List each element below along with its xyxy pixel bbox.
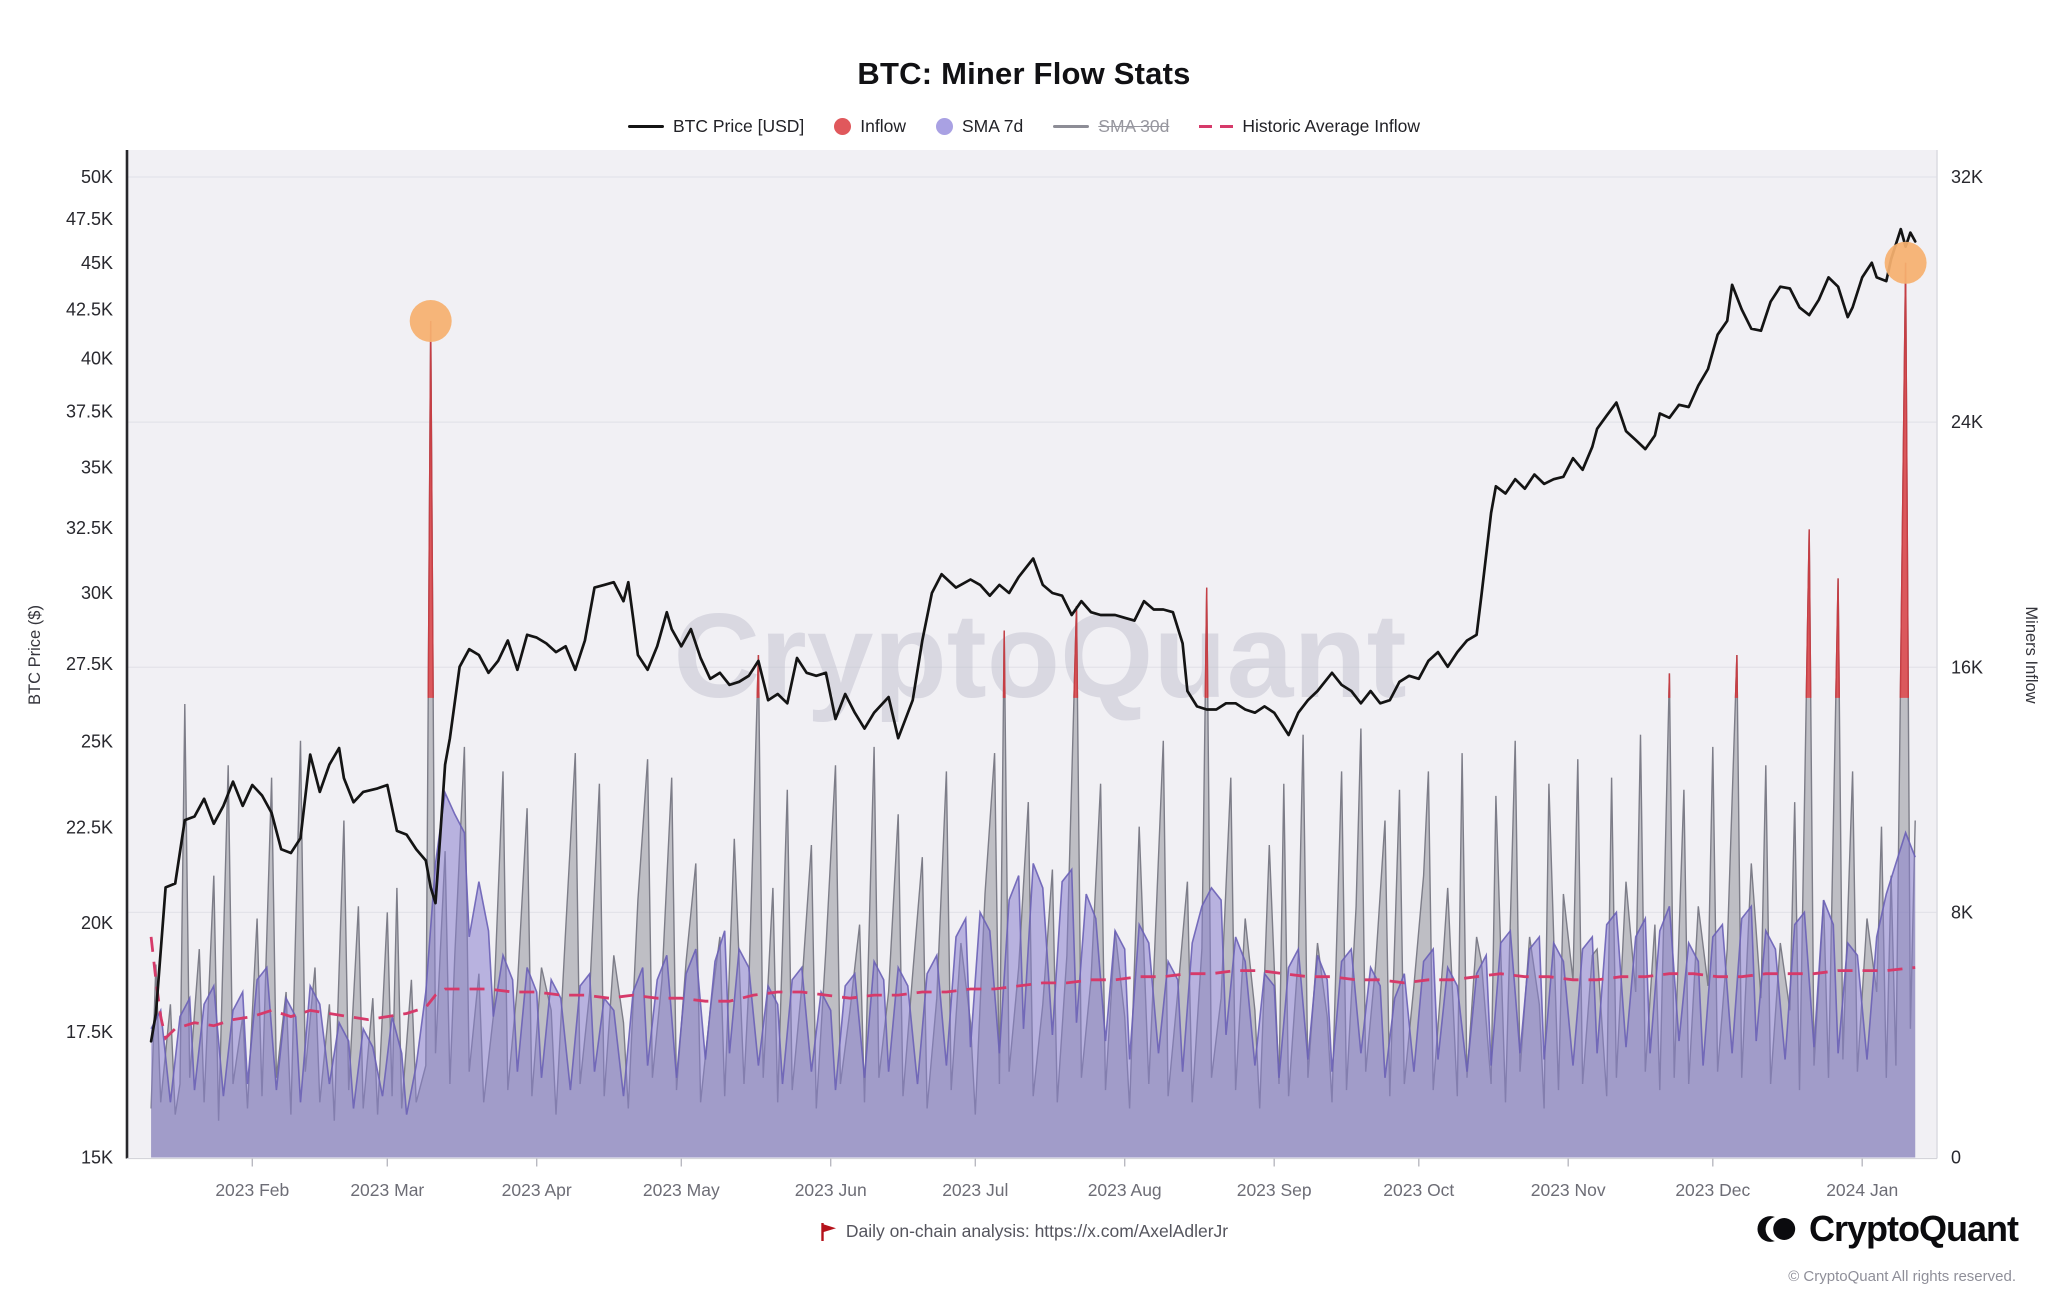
line-swatch-icon bbox=[1053, 125, 1090, 128]
legend-label: Historic Average Inflow bbox=[1242, 116, 1420, 136]
svg-text:2023 Apr: 2023 Apr bbox=[502, 1180, 572, 1200]
svg-text:24K: 24K bbox=[1951, 412, 1983, 432]
x-axis: 2023 Feb 2023 Mar 2023 Apr 2023 May 2023 Jun… bbox=[215, 1158, 1898, 1200]
svg-text:2023 Jul: 2023 Jul bbox=[942, 1180, 1008, 1200]
svg-text:27.5K: 27.5K bbox=[66, 654, 113, 674]
cryptoquant-brand: CryptoQuant bbox=[1757, 1208, 2019, 1250]
legend-item-historic-average[interactable]: Historic Average Inflow bbox=[1199, 116, 1420, 137]
svg-text:47.5K: 47.5K bbox=[66, 209, 113, 229]
svg-text:35K: 35K bbox=[81, 458, 113, 478]
dot-swatch-icon bbox=[935, 118, 953, 135]
svg-text:0: 0 bbox=[1951, 1148, 1961, 1168]
annotation-text: Daily on-chain analysis: https://x.com/A… bbox=[845, 1221, 1229, 1241]
svg-text:2023 Mar: 2023 Mar bbox=[350, 1180, 424, 1200]
svg-text:42.5K: 42.5K bbox=[66, 299, 113, 319]
legend-item-sma30d[interactable]: SMA 30d bbox=[1053, 116, 1169, 137]
left-axis-title: BTC Price ($) bbox=[26, 605, 44, 705]
watermark-text: CryptoQuant bbox=[673, 589, 1406, 723]
copyright-text: © CryptoQuant All rights reserved. bbox=[1788, 1268, 2016, 1285]
right-axis-labels: 32K 24K 16K 8K 0 bbox=[1951, 167, 1983, 1168]
svg-text:8K: 8K bbox=[1951, 902, 1973, 922]
legend-label: BTC Price [USD] bbox=[672, 116, 805, 136]
svg-text:22.5K: 22.5K bbox=[66, 817, 113, 837]
svg-text:2023 Oct: 2023 Oct bbox=[1383, 1180, 1454, 1200]
svg-text:2023 Nov: 2023 Nov bbox=[1531, 1180, 1606, 1200]
brand-name: CryptoQuant bbox=[1809, 1208, 2019, 1249]
svg-text:15K: 15K bbox=[81, 1148, 113, 1168]
spike-markers bbox=[409, 241, 1927, 342]
svg-text:30K: 30K bbox=[81, 583, 113, 603]
svg-text:50K: 50K bbox=[81, 167, 113, 187]
svg-text:2023 Jun: 2023 Jun bbox=[795, 1180, 867, 1200]
svg-text:2023 Feb: 2023 Feb bbox=[215, 1180, 289, 1200]
btc-price-line bbox=[149, 227, 1917, 1043]
legend-label: SMA 30d bbox=[1098, 116, 1170, 136]
line-swatch-icon bbox=[627, 125, 664, 128]
svg-text:25K: 25K bbox=[81, 732, 113, 752]
svg-text:37.5K: 37.5K bbox=[66, 401, 113, 421]
legend-label: Inflow bbox=[860, 116, 906, 136]
svg-text:2023 Aug: 2023 Aug bbox=[1088, 1180, 1162, 1200]
flag-icon bbox=[821, 1222, 836, 1241]
svg-text:32.5K: 32.5K bbox=[66, 518, 113, 538]
svg-text:17.5K: 17.5K bbox=[66, 1022, 113, 1042]
svg-text:2023 Dec: 2023 Dec bbox=[1675, 1180, 1750, 1200]
inflow-spike-2023-mar bbox=[409, 300, 452, 342]
svg-text:32K: 32K bbox=[1951, 167, 1983, 187]
svg-text:20K: 20K bbox=[81, 913, 113, 933]
svg-text:2023 Sep: 2023 Sep bbox=[1237, 1180, 1312, 1200]
svg-text:2023 May: 2023 May bbox=[643, 1180, 720, 1200]
legend-label: SMA 7d bbox=[961, 116, 1024, 136]
legend-item-btc-price[interactable]: BTC Price [USD] bbox=[627, 116, 805, 137]
chart-title: BTC: Miner Flow Stats bbox=[857, 56, 1191, 91]
legend-item-inflow[interactable]: Inflow bbox=[834, 116, 906, 137]
right-axis-title: Miners Inflow bbox=[2022, 606, 2040, 703]
svg-text:2024 Jan: 2024 Jan bbox=[1826, 1180, 1898, 1200]
cryptoquant-logo-icon bbox=[1757, 1216, 1796, 1242]
inflow-spike-2024-jan bbox=[1884, 241, 1927, 284]
svg-text:45K: 45K bbox=[81, 253, 113, 273]
dash-swatch-icon bbox=[1199, 125, 1234, 128]
legend-item-sma7d[interactable]: SMA 7d bbox=[935, 116, 1024, 137]
svg-text:40K: 40K bbox=[81, 349, 113, 369]
sma7d-area bbox=[151, 792, 1916, 1158]
left-axis-labels: 50K 47.5K 45K 42.5K 40K 37.5K 35K 32.5K 30K 27.5K… bbox=[66, 167, 113, 1168]
chart-annotation: Daily on-chain analysis: https://x.com/A… bbox=[0, 1221, 2048, 1242]
sma7d-outline bbox=[150, 790, 1916, 1115]
svg-text:16K: 16K bbox=[1951, 657, 1983, 677]
dot-swatch-icon bbox=[834, 118, 852, 135]
chart-legend: BTC Price [USD] Inflow SMA 7d SMA 30d Hi… bbox=[0, 116, 2048, 137]
historic-average-line bbox=[149, 936, 1916, 1041]
